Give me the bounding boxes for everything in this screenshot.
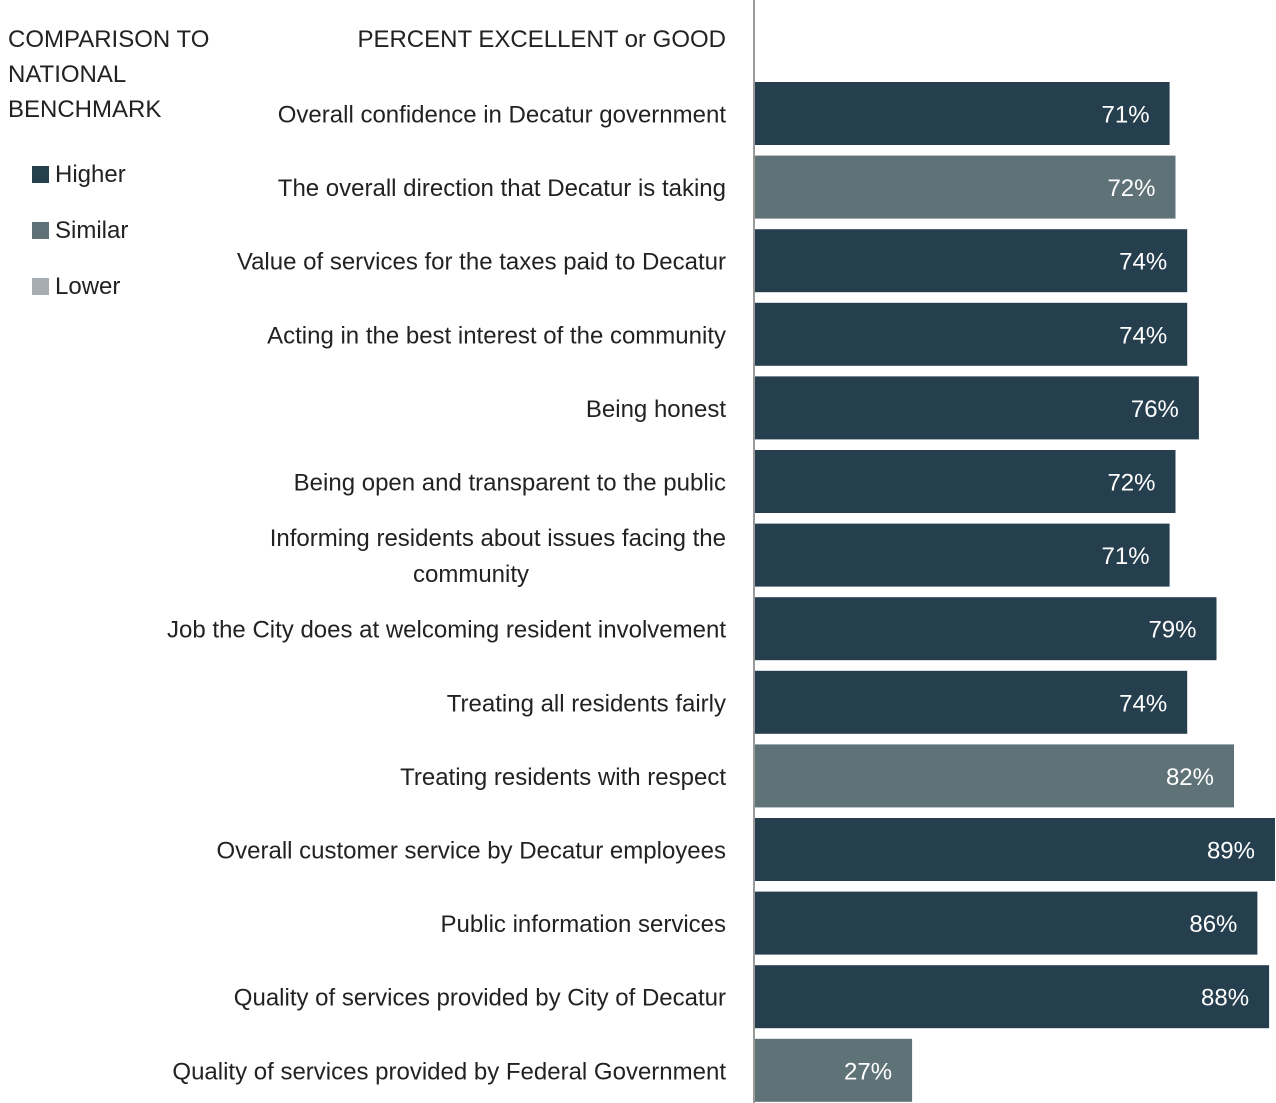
bar-value-label: 74%: [1119, 322, 1167, 349]
bar: [754, 1038, 913, 1102]
category-label: Being open and transparent to the public: [294, 470, 726, 497]
legend-swatch-lower: [32, 278, 49, 295]
category-label: Being honest: [586, 396, 726, 423]
bar-value-label: 27%: [844, 1058, 892, 1085]
bar: [754, 744, 1234, 808]
legend-swatch-higher: [32, 166, 49, 183]
bar-value-label: 71%: [1102, 102, 1150, 129]
category-label: community: [413, 561, 529, 588]
bar: [754, 597, 1217, 661]
category-label: Overall confidence in Decatur government: [278, 102, 727, 129]
bar-value-label: 74%: [1119, 690, 1167, 717]
bar: [754, 302, 1188, 366]
legend-item-similar: Similar: [32, 216, 128, 246]
bar: [754, 891, 1258, 955]
legend-title: COMPARISON TO NATIONAL BENCHMARK: [8, 22, 238, 127]
bar-value-label: 86%: [1189, 911, 1237, 938]
bar: [754, 670, 1188, 734]
category-label: Quality of services provided by Federal …: [172, 1058, 726, 1085]
bar: [754, 376, 1199, 440]
column-header: PERCENT EXCELLENT or GOOD: [357, 26, 726, 53]
category-label: Acting in the best interest of the commu…: [267, 322, 726, 349]
category-label: Treating all residents fairly: [447, 690, 726, 717]
legend-label-higher: Higher: [55, 161, 126, 188]
bar-value-label: 89%: [1207, 838, 1255, 865]
legend-title-line: BENCHMARK: [8, 96, 162, 123]
category-label: Informing residents about issues facing …: [270, 525, 726, 552]
bar: [754, 523, 1170, 587]
legend-title-line: COMPARISON TO: [8, 26, 210, 53]
bar-value-label: 88%: [1201, 985, 1249, 1012]
legend-title-line: NATIONAL: [8, 61, 127, 88]
category-label: The overall direction that Decatur is ta…: [278, 175, 726, 202]
category-label: Public information services: [441, 911, 726, 938]
category-label: Value of services for the taxes paid to …: [237, 249, 726, 276]
bar-value-label: 72%: [1107, 175, 1155, 202]
bar-value-label: 79%: [1148, 617, 1196, 644]
bar: [754, 82, 1170, 145]
bar-value-label: 76%: [1131, 396, 1179, 423]
category-label: Treating residents with respect: [400, 764, 726, 791]
bar-value-label: 72%: [1107, 470, 1155, 497]
legend-item-lower: Lower: [32, 272, 120, 302]
bar: [754, 818, 1275, 881]
legend-item-higher: Higher: [32, 160, 126, 190]
bar-value-label: 71%: [1102, 543, 1150, 570]
legend-label-lower: Lower: [55, 273, 121, 300]
legend-swatch-similar: [32, 222, 49, 239]
bar-value-label: 74%: [1119, 249, 1167, 276]
category-label: Job the City does at welcoming resident …: [167, 617, 726, 644]
bar: [754, 155, 1176, 219]
legend-label-similar: Similar: [55, 217, 129, 244]
bar: [754, 965, 1270, 1029]
bar: [754, 450, 1176, 513]
bar: [754, 229, 1188, 293]
category-label: Overall customer service by Decatur empl…: [216, 838, 726, 865]
category-label: Quality of services provided by City of …: [234, 985, 726, 1012]
bar-value-label: 82%: [1166, 764, 1214, 791]
